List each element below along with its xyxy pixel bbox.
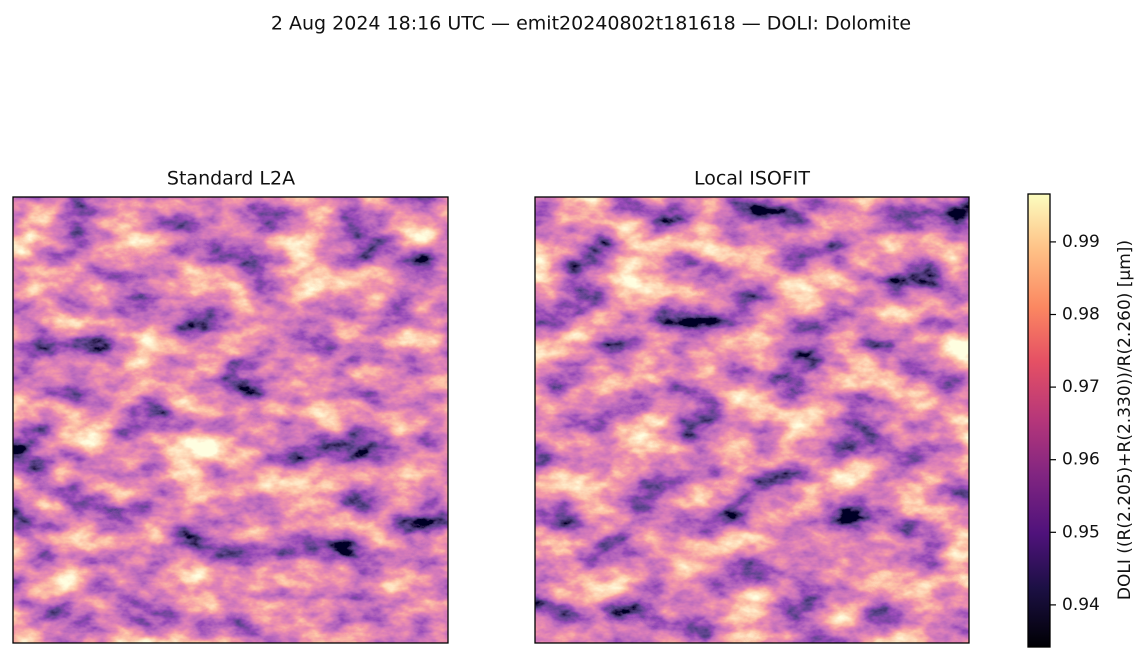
colorbar-tick-label: 0.99 [1062, 232, 1100, 252]
figure-title: 2 Aug 2024 18:16 UTC — emit20240802t1816… [271, 13, 911, 35]
panel-title: Local ISOFIT [694, 168, 810, 190]
colorbar-tick-label: 0.96 [1062, 450, 1100, 470]
colorbar [1027, 193, 1051, 648]
panel-frame [12, 196, 449, 644]
colorbar-tick-label: 0.95 [1062, 522, 1100, 542]
colorbar-tick-label: 0.98 [1062, 305, 1100, 325]
colorbar-tick-label: 0.97 [1062, 377, 1100, 397]
image-panel [535, 197, 969, 643]
panel-frame [534, 196, 970, 644]
colorbar-tick-label: 0.94 [1062, 595, 1100, 615]
panel-title: Standard L2A [167, 168, 295, 190]
image-panel [13, 197, 448, 643]
colorbar-label: DOLI ((R(2.205)+R(2.330))/R(2.260) [µm]) [1115, 240, 1135, 600]
